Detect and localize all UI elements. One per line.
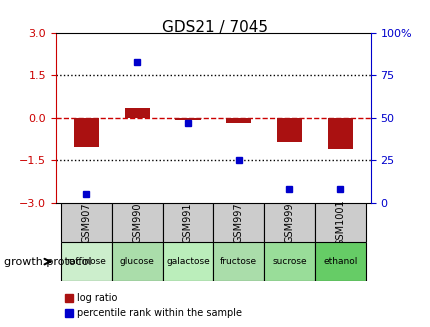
Bar — [327, 118, 352, 149]
FancyBboxPatch shape — [264, 242, 314, 281]
FancyBboxPatch shape — [112, 242, 162, 281]
Text: GSM997: GSM997 — [233, 202, 243, 243]
FancyBboxPatch shape — [213, 203, 264, 242]
Bar — [124, 108, 150, 118]
Text: GSM999: GSM999 — [284, 202, 294, 243]
Bar — [74, 118, 99, 147]
Text: sucrose: sucrose — [271, 257, 306, 266]
Bar — [225, 118, 251, 123]
FancyBboxPatch shape — [61, 203, 112, 242]
Text: glucose: glucose — [120, 257, 154, 266]
Text: growth protocol: growth protocol — [4, 257, 92, 267]
Text: galactose: galactose — [166, 257, 209, 266]
FancyBboxPatch shape — [314, 203, 365, 242]
Text: GSM990: GSM990 — [132, 202, 142, 243]
Text: GSM907: GSM907 — [81, 202, 91, 243]
Legend: log ratio, percentile rank within the sample: log ratio, percentile rank within the sa… — [61, 289, 246, 322]
Bar — [276, 118, 301, 142]
Bar — [175, 118, 200, 120]
FancyBboxPatch shape — [213, 242, 264, 281]
FancyBboxPatch shape — [162, 242, 213, 281]
FancyBboxPatch shape — [314, 242, 365, 281]
FancyBboxPatch shape — [264, 203, 314, 242]
FancyBboxPatch shape — [162, 203, 213, 242]
FancyBboxPatch shape — [61, 242, 112, 281]
Text: ethanol: ethanol — [322, 257, 356, 266]
FancyBboxPatch shape — [112, 203, 162, 242]
Text: GDS21 / 7045: GDS21 / 7045 — [162, 20, 268, 35]
Text: GSM991: GSM991 — [183, 202, 193, 243]
Text: raffinose: raffinose — [66, 257, 106, 266]
Text: GSM1001: GSM1001 — [335, 199, 344, 246]
Text: fructose: fructose — [220, 257, 257, 266]
